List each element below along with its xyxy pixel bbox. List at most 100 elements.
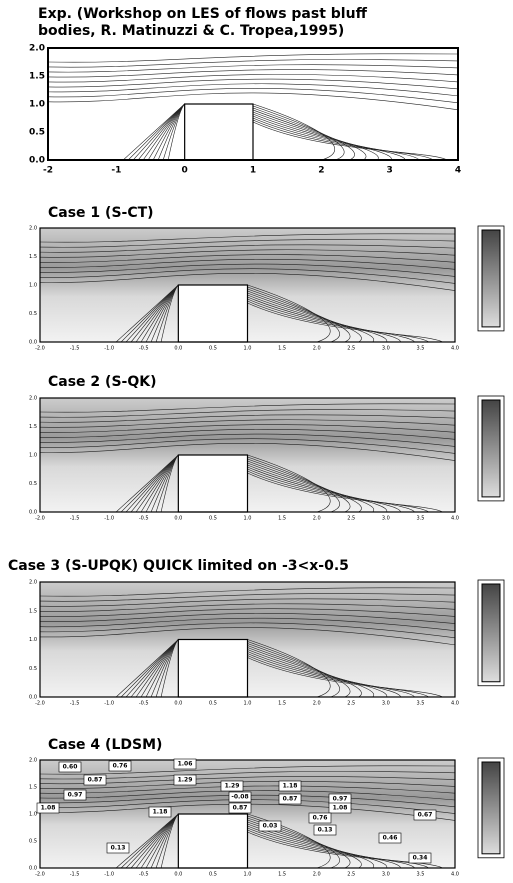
contour-line bbox=[252, 105, 345, 161]
contour-line bbox=[252, 119, 434, 161]
x-tick-label: -0.5 bbox=[139, 872, 149, 878]
x-tick-label: 3.0 bbox=[382, 346, 390, 352]
panel-title: bodies, R. Matinuzzi & C. Tropea,1995) bbox=[38, 23, 344, 39]
contour-label-box bbox=[408, 852, 432, 864]
x-tick-label: 1.5 bbox=[278, 516, 286, 522]
contour-label: 0.03 bbox=[263, 823, 278, 830]
contour-line bbox=[247, 657, 443, 698]
contour-label-box bbox=[173, 758, 197, 770]
contour-label: 0.46 bbox=[383, 835, 398, 842]
x-tick-label: 3 bbox=[387, 166, 393, 176]
contour-line bbox=[247, 823, 387, 869]
contour-label-box bbox=[63, 789, 87, 801]
contour-line bbox=[39, 598, 456, 607]
colorbar-frame bbox=[477, 579, 505, 687]
contour-label-box bbox=[106, 842, 130, 854]
x-tick-label: 2.5 bbox=[347, 701, 355, 707]
contour-line bbox=[247, 641, 340, 698]
x-tick-label: 4.0 bbox=[451, 516, 459, 522]
contour-line bbox=[39, 765, 456, 775]
x-tick-label: -1.0 bbox=[104, 346, 114, 352]
x-tick-label: 1.5 bbox=[278, 701, 286, 707]
colorbar-frame bbox=[477, 225, 505, 332]
contour-line bbox=[39, 414, 456, 423]
contour-label-box bbox=[220, 780, 244, 792]
x-tick-label: 0 bbox=[182, 166, 188, 176]
x-tick-label: 3.5 bbox=[416, 872, 424, 878]
contour-label: 1.06 bbox=[178, 761, 193, 768]
obstacle bbox=[184, 103, 254, 161]
colorbar bbox=[481, 583, 501, 683]
y-tick-label: 0.0 bbox=[29, 866, 37, 872]
contour-label-box bbox=[228, 791, 252, 803]
obstacle bbox=[177, 284, 249, 343]
x-tick-label: -1.0 bbox=[104, 516, 114, 522]
x-tick-label: -0.5 bbox=[139, 346, 149, 352]
contour-line bbox=[39, 433, 456, 447]
contour-line bbox=[39, 254, 456, 263]
contour-line bbox=[39, 429, 456, 440]
contour-label-box bbox=[413, 809, 437, 821]
contour-line bbox=[39, 617, 456, 631]
contour-line bbox=[47, 78, 459, 90]
x-tick-label: 0.0 bbox=[174, 701, 182, 707]
contour-line bbox=[39, 443, 456, 461]
plot-frame bbox=[39, 227, 456, 343]
contour-line bbox=[39, 419, 456, 428]
contour-line bbox=[39, 794, 456, 808]
x-tick-label: 2.0 bbox=[313, 516, 321, 522]
contour-label: -0.08 bbox=[231, 794, 248, 801]
contour-label-box bbox=[308, 812, 332, 824]
contour-label: 0.13 bbox=[318, 827, 333, 834]
colorbar bbox=[481, 229, 501, 328]
contour-label: 0.60 bbox=[63, 764, 78, 771]
y-tick-label: 2.0 bbox=[29, 44, 45, 54]
contour-line bbox=[160, 639, 179, 698]
x-tick-label: 1.0 bbox=[244, 701, 252, 707]
x-tick-label: 3.0 bbox=[382, 701, 390, 707]
contour-label-box bbox=[228, 802, 252, 814]
y-tick-label: 1.0 bbox=[29, 812, 37, 818]
contour-line bbox=[247, 300, 429, 343]
contour-label: 1.08 bbox=[41, 805, 56, 812]
contour-line bbox=[247, 456, 340, 513]
contour-line bbox=[247, 827, 415, 869]
contour-line bbox=[39, 259, 456, 270]
contour-line bbox=[162, 103, 185, 161]
obstacle bbox=[177, 454, 249, 513]
contour-label-box bbox=[58, 761, 82, 773]
contour-line bbox=[247, 829, 429, 869]
x-tick-label: 4 bbox=[455, 166, 461, 176]
y-tick-label: 0.5 bbox=[29, 481, 37, 487]
panel-title: Case 3 (S-UPQK) QUICK limited on -3<x-0.… bbox=[8, 558, 349, 574]
contour-line bbox=[47, 83, 459, 97]
contour-line bbox=[39, 587, 456, 597]
contour-line bbox=[47, 53, 459, 63]
x-tick-label: 3.0 bbox=[382, 516, 390, 522]
contour-label: 1.18 bbox=[283, 783, 298, 790]
y-tick-label: 0.5 bbox=[29, 128, 45, 138]
contour-line bbox=[247, 298, 415, 343]
contour-line bbox=[39, 263, 456, 277]
contour-line bbox=[47, 69, 459, 78]
contour-line bbox=[247, 294, 387, 343]
contour-label-box bbox=[278, 780, 302, 792]
contour-line bbox=[47, 64, 459, 73]
contour-label: 0.87 bbox=[88, 777, 103, 784]
contour-label-box bbox=[258, 820, 282, 832]
x-tick-label: 3.5 bbox=[416, 346, 424, 352]
contour-line bbox=[247, 466, 401, 513]
x-tick-label: -2 bbox=[43, 166, 53, 176]
contour-line bbox=[47, 92, 459, 111]
x-tick-label: 2.0 bbox=[313, 346, 321, 352]
contour-label-box bbox=[36, 802, 60, 814]
contour-label: 0.97 bbox=[333, 796, 348, 803]
x-tick-label: -1.0 bbox=[104, 872, 114, 878]
contour-label: 1.29 bbox=[178, 777, 193, 784]
x-tick-label: 2.0 bbox=[313, 872, 321, 878]
x-tick-label: 0.0 bbox=[174, 872, 182, 878]
x-tick-label: 1 bbox=[250, 166, 256, 176]
x-tick-label: 2.5 bbox=[347, 346, 355, 352]
obstacle bbox=[177, 813, 249, 869]
